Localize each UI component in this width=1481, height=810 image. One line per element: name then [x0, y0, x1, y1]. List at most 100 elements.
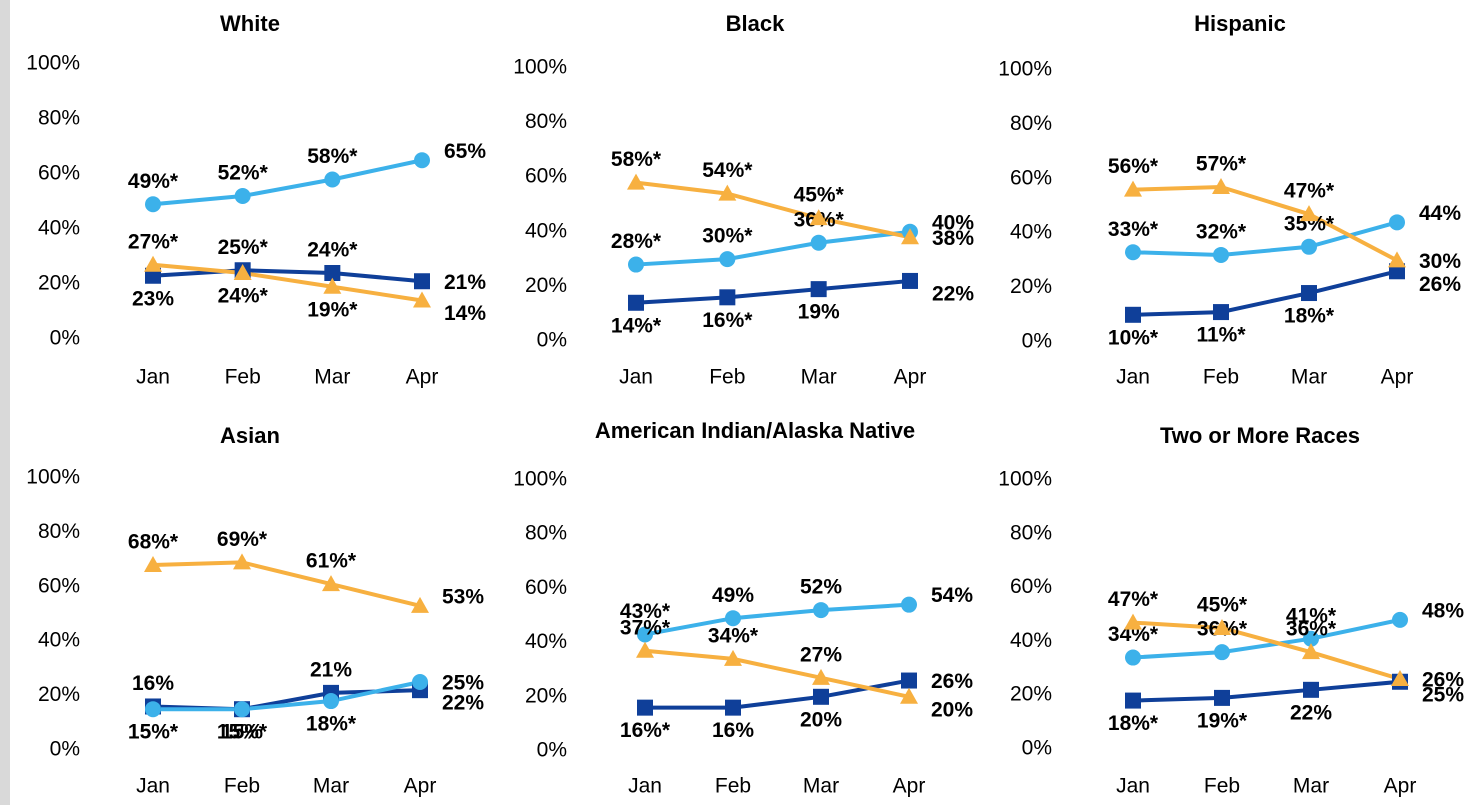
data-label: 65% [444, 140, 486, 163]
data-label: 18%* [1108, 712, 1159, 735]
marker [901, 672, 917, 689]
data-label: 25% [442, 672, 484, 695]
y-tick-label: 40% [1010, 629, 1052, 652]
data-label: 22% [932, 282, 974, 305]
data-label: 49%* [128, 170, 179, 193]
marker [414, 152, 430, 169]
chart-title: American Indian/Alaska Native [595, 418, 915, 443]
marker [813, 688, 829, 705]
data-label: 10%* [1108, 326, 1159, 349]
x-tick-label: Apr [1384, 775, 1417, 798]
marker [1303, 630, 1319, 647]
data-label: 18%* [306, 713, 357, 736]
y-tick-label: 20% [1010, 275, 1052, 298]
x-tick-label: Apr [406, 366, 439, 389]
y-tick-label: 20% [38, 683, 80, 706]
marker [233, 553, 251, 570]
y-tick-label: 40% [1010, 221, 1052, 244]
marker [1214, 689, 1230, 706]
y-tick-label: 0% [537, 329, 567, 352]
marker [322, 575, 340, 592]
data-label: 18%* [1284, 305, 1335, 328]
marker [900, 687, 918, 704]
marker [636, 641, 654, 658]
marker [1214, 644, 1230, 661]
data-label: 45%* [794, 184, 845, 207]
marker [724, 649, 742, 666]
data-label: 61%* [306, 550, 357, 573]
y-tick-label: 20% [525, 684, 567, 707]
marker [1391, 670, 1409, 687]
data-label: 16%* [702, 309, 753, 332]
data-label: 15% [221, 721, 263, 744]
data-label: 69%* [217, 528, 268, 551]
series-line [1132, 184, 1398, 263]
data-label: 58%* [307, 145, 358, 168]
data-label: 44% [1419, 202, 1461, 225]
x-tick-label: Feb [715, 775, 751, 798]
data-label: 47%* [1108, 588, 1159, 611]
series-line [153, 680, 421, 712]
x-tick-label: Apr [894, 366, 927, 389]
marker [1213, 246, 1229, 263]
marker [1125, 244, 1141, 261]
x-tick-label: Feb [1203, 366, 1239, 389]
series-line [1132, 269, 1398, 317]
series-line [644, 648, 910, 699]
data-label: 22% [442, 692, 484, 715]
y-tick-label: 0% [537, 739, 567, 762]
y-tick-label: 100% [26, 466, 80, 489]
y-tick-label: 100% [513, 468, 567, 491]
data-label: 20% [800, 708, 842, 731]
y-tick-label: 20% [38, 272, 80, 295]
data-label: 21% [310, 658, 352, 681]
x-tick-label: Jan [619, 366, 653, 389]
chart-title: White [220, 11, 280, 36]
data-label: 20% [931, 698, 973, 721]
marker [810, 234, 827, 251]
marker [1301, 238, 1317, 255]
data-label: 14% [444, 302, 486, 325]
data-label: 68%* [128, 531, 179, 554]
x-tick-label: Mar [314, 366, 350, 389]
marker [718, 184, 737, 201]
data-label: 56%* [1108, 155, 1159, 178]
series-line [635, 229, 911, 267]
marker [144, 255, 162, 272]
y-tick-label: 60% [38, 574, 80, 597]
y-tick-label: 100% [998, 468, 1052, 491]
data-label: 57%* [1196, 153, 1247, 176]
series-line [152, 268, 423, 284]
data-label: 41%* [1286, 604, 1337, 627]
y-tick-label: 60% [1010, 166, 1052, 189]
x-tick-label: Jan [628, 775, 662, 798]
chart-title: Hispanic [1194, 11, 1286, 36]
data-label: 33%* [1108, 218, 1159, 241]
marker [1389, 214, 1405, 231]
data-label: 24%* [307, 239, 358, 262]
data-label: 40% [932, 211, 974, 234]
y-tick-label: 80% [525, 110, 567, 133]
marker [1124, 613, 1142, 630]
marker [813, 602, 829, 619]
marker [901, 596, 917, 613]
chart-title: Two or More Races [1160, 423, 1360, 448]
data-label: 25%* [218, 236, 269, 259]
series-line [152, 262, 423, 303]
data-label: 24%* [218, 285, 269, 308]
y-tick-label: 80% [525, 522, 567, 545]
y-tick-label: 20% [1010, 683, 1052, 706]
marker [1301, 285, 1317, 302]
marker [902, 272, 918, 289]
data-label: 43%* [620, 600, 671, 623]
x-tick-label: Feb [225, 366, 261, 389]
marker [145, 196, 161, 213]
marker [1392, 611, 1408, 628]
data-label: 16% [132, 672, 174, 695]
y-tick-label: 80% [1010, 112, 1052, 135]
data-label: 11%* [1196, 324, 1246, 347]
data-label: 34%* [708, 624, 759, 647]
data-label: 27% [800, 643, 842, 666]
marker [1300, 205, 1318, 222]
marker [637, 699, 653, 716]
